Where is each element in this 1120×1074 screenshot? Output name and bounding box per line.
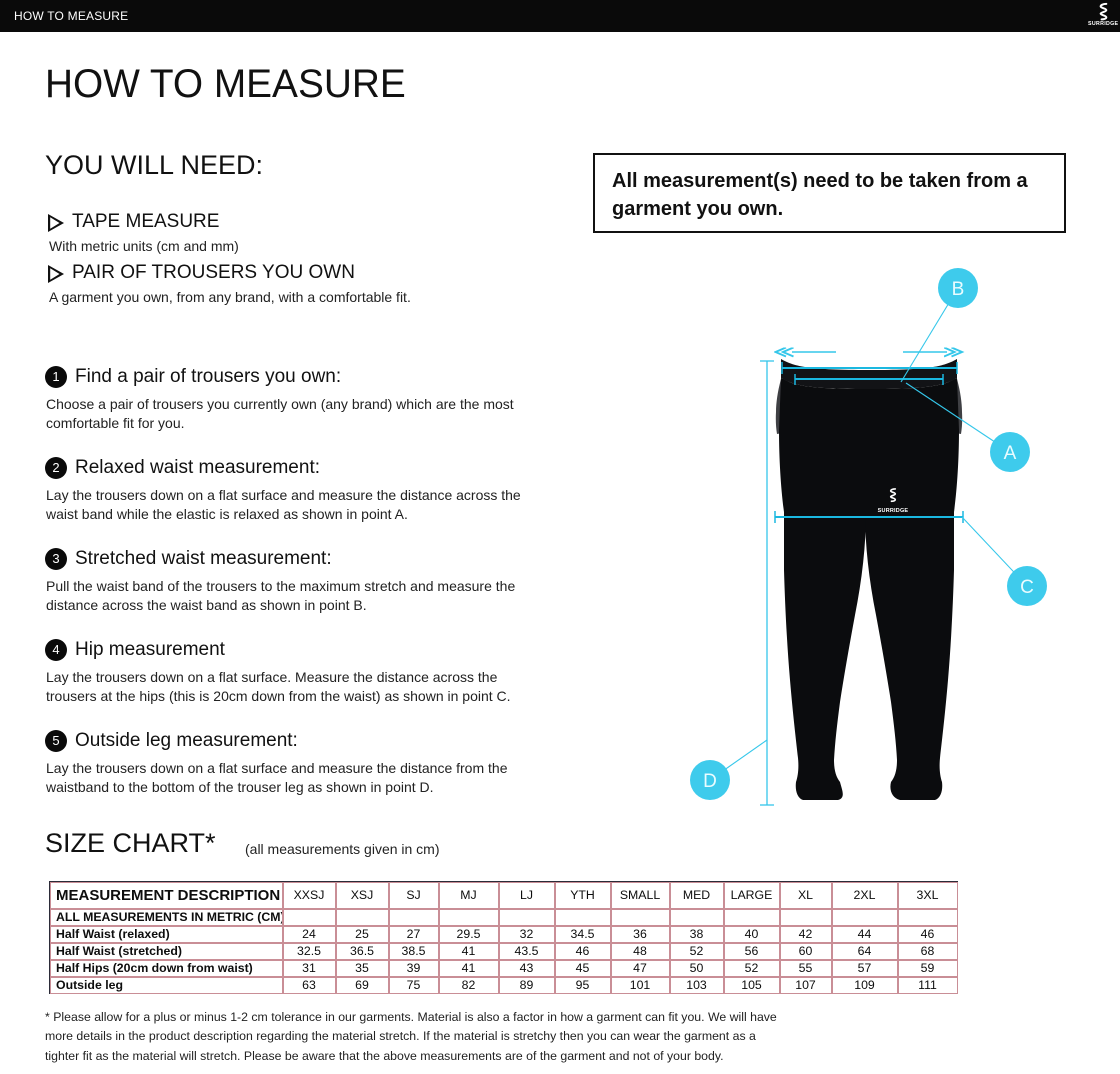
- svg-text:C: C: [1020, 577, 1034, 598]
- svg-text:B: B: [952, 279, 965, 300]
- svg-text:A: A: [1004, 443, 1017, 464]
- svg-text:D: D: [703, 771, 717, 792]
